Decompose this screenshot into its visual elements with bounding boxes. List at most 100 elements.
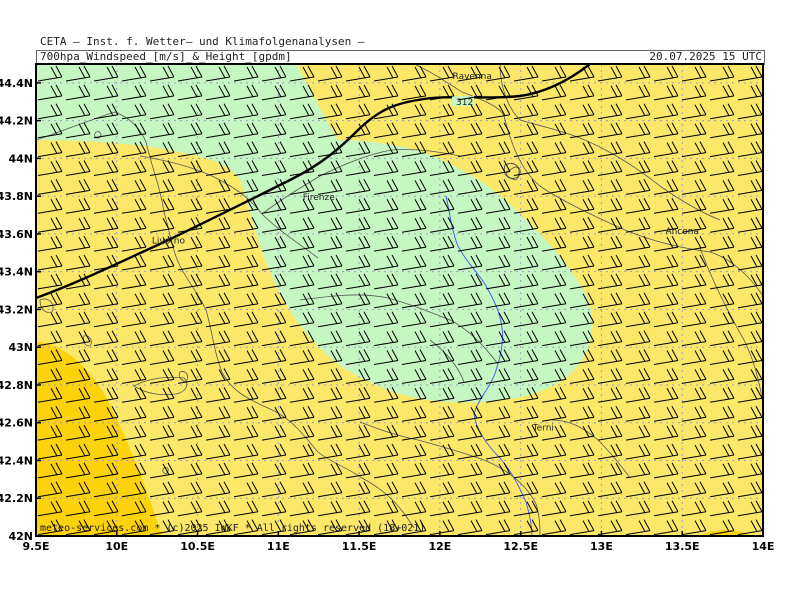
wind-barb [177,179,203,195]
wind-barb [317,519,343,536]
wind-barb [65,160,91,176]
wind-barb [653,84,679,101]
wind-barb [317,254,343,271]
wind-barb [597,103,623,120]
wind-barb [766,85,790,100]
wind-barb [205,179,231,195]
wind-barb [541,500,567,517]
wind-barb [541,424,567,441]
wind-barb [737,141,763,158]
wind-barb [429,235,455,252]
wind-barb [429,65,455,82]
wind-barb [569,254,595,271]
wind-barb [569,216,595,233]
wind-barb [149,141,175,158]
wind-barb [653,103,679,120]
lat-tick-label: 43N [8,341,33,354]
lat-tick-label: 42.4N [0,454,33,467]
wind-barb [261,103,287,120]
wind-barb [429,273,455,290]
map-area: 312 Ravenna Firenze Livorno Ancona Terni met… [36,64,790,536]
wind-barb [373,481,399,498]
wind-barb [737,424,763,441]
contour-label-bg [452,96,474,106]
wind-barbs [37,65,790,536]
wind-barb [205,122,231,139]
wind-barb [233,198,259,214]
wind-barb [121,141,147,158]
wind-barb [93,273,119,290]
wind-barb [653,235,679,252]
wind-barb [177,424,203,441]
wind-barb [121,330,147,347]
wind-barb [317,160,343,176]
wind-barb [737,65,763,82]
wind-barb [485,198,511,214]
wind-barb [121,179,147,195]
wind-barb [373,368,399,384]
wind-barb [513,424,539,441]
wind-barb [709,122,735,139]
wind-barb [401,292,427,309]
wind-barb [569,65,595,82]
wind-barb [597,311,623,328]
wind-barb [653,122,679,139]
wind-barb [317,481,343,498]
wind-barb [261,122,287,139]
wind-barb [457,349,483,365]
wind-barb [177,387,203,403]
wind-barb [121,122,147,139]
wind-barb [681,141,707,158]
wind-barb [541,443,567,460]
wind-barb [93,198,119,214]
wind-barb [625,65,651,82]
wind-barb [233,500,259,517]
wind-barb [709,103,735,120]
wind-barb [93,292,119,309]
wind-barb [681,103,707,120]
wind-barb [121,368,147,384]
wind-barb [261,349,287,365]
wind-barb [681,122,707,139]
wind-barb [205,349,231,365]
wind-barb [149,481,175,498]
wind-barb [625,349,651,365]
header-parameter: 700hpa_Windspeed_[m/s]_&_Height_[gpdm] [40,50,292,63]
wind-barb [569,424,595,441]
wind-barb [766,406,790,421]
wind-barb [766,274,790,289]
wind-barb [625,481,651,498]
wind-barb [37,160,63,176]
wind-barb [625,179,651,195]
wind-barb [177,349,203,365]
wind-barb [289,179,315,195]
wind-barb [541,103,567,120]
wind-barb [625,216,651,233]
wind-barb [65,424,91,441]
wind-barb [541,160,567,176]
wind-barb [289,122,315,139]
wind-barb [429,349,455,365]
wind-barb [261,311,287,328]
wind-barb [205,500,231,517]
wind-barb [709,443,735,460]
header-datetime: 20.07.2025 15 UTC [649,50,762,63]
wind-barb [345,311,371,328]
wind-barb [37,349,63,365]
wind-barb [289,311,315,328]
wind-barb [121,311,147,328]
wind-barb [681,424,707,441]
wind-barb [457,481,483,498]
wind-barb [597,349,623,365]
wind-barb [93,254,119,271]
wind-barb [709,84,735,101]
wind-barb [766,501,790,516]
wind-barb [766,312,790,327]
wind-barb [513,462,539,479]
wind-barb [37,235,63,252]
contour-label: 312 [456,98,473,108]
wind-barb [65,462,91,479]
wind-barb [766,368,790,383]
lat-tick-label: 44N [8,152,33,165]
wind-barb [766,255,790,270]
